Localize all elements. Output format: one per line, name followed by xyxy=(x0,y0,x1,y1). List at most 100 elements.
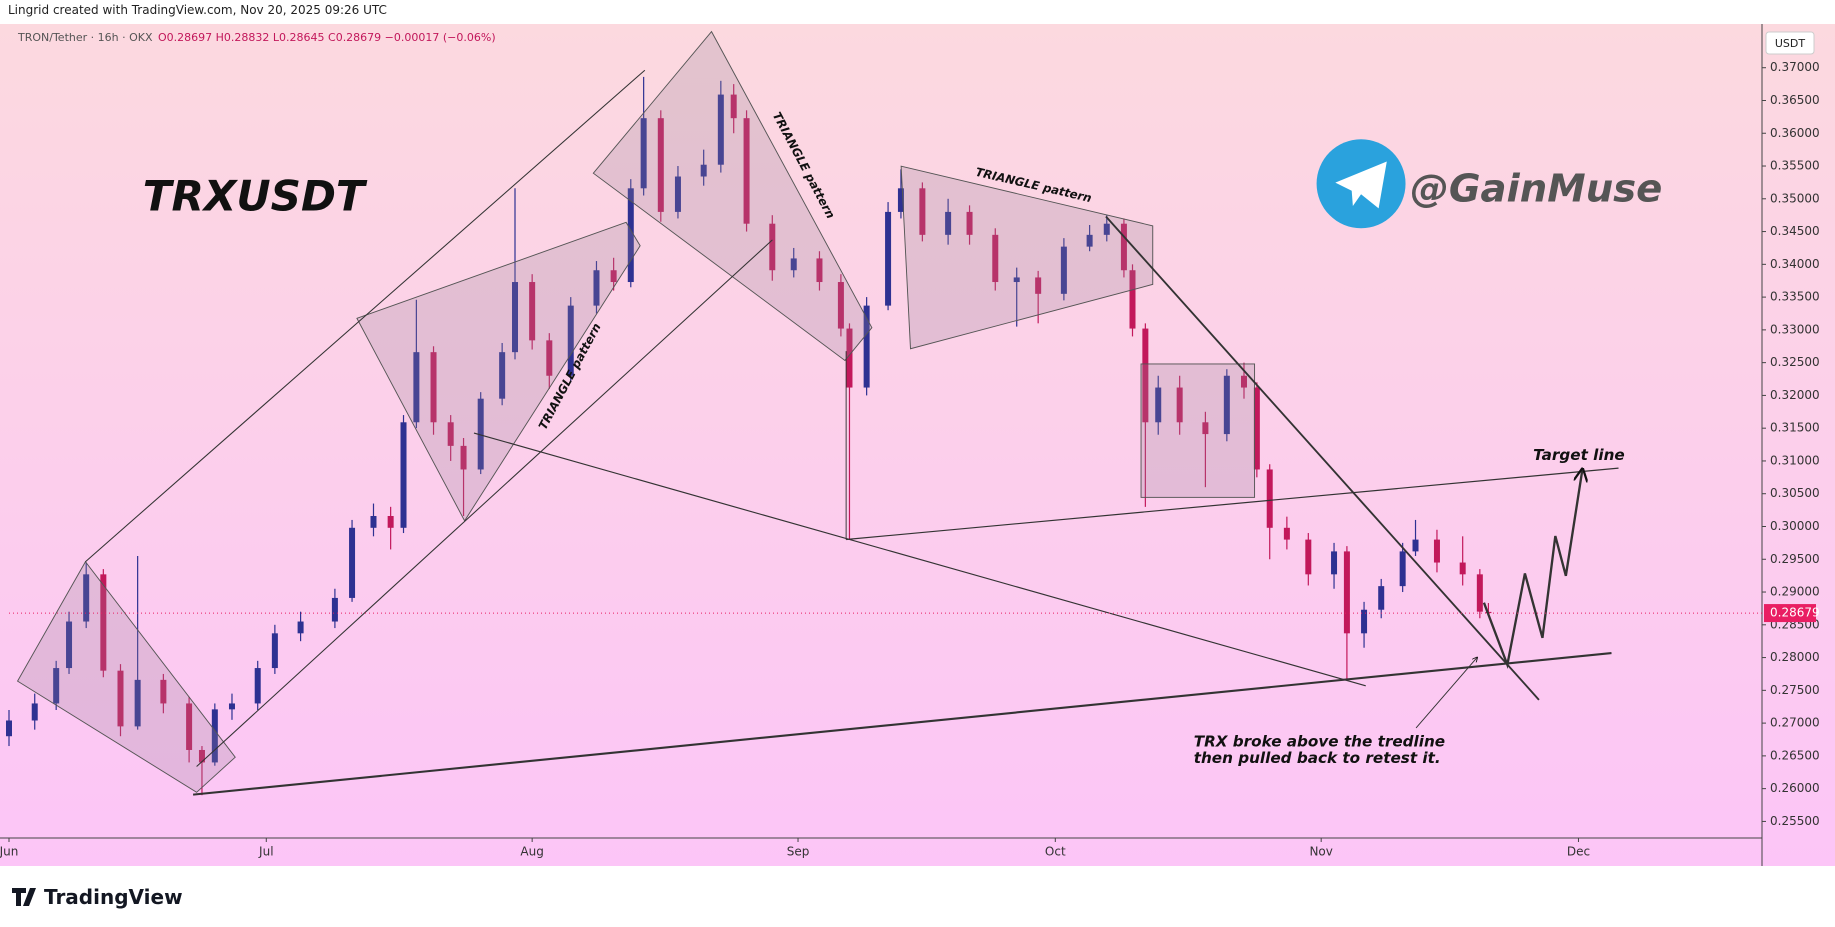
candle-body xyxy=(640,118,647,189)
triangle-3 xyxy=(592,30,873,362)
last-price-label: 0.28679 xyxy=(1770,606,1820,620)
candle-body xyxy=(53,668,60,704)
candle-body xyxy=(769,223,776,271)
candle-body xyxy=(657,118,664,212)
y-tick-label: 0.32500 xyxy=(1770,355,1820,369)
candle-body xyxy=(816,258,823,283)
candle-body xyxy=(66,621,73,669)
y-tick-label: 0.25500 xyxy=(1770,814,1820,828)
annotation: Target line xyxy=(1533,446,1625,464)
candle-body xyxy=(885,211,892,306)
candle-body xyxy=(1223,375,1230,435)
y-tick-label: 0.33000 xyxy=(1770,322,1820,336)
y-tick-label: 0.36000 xyxy=(1770,126,1820,140)
candle-body xyxy=(945,211,952,235)
candle-body xyxy=(134,679,141,727)
candle-body xyxy=(1086,234,1093,247)
candle-body xyxy=(198,749,205,763)
candle-body xyxy=(837,282,844,329)
y-tick-label: 0.32000 xyxy=(1770,388,1820,402)
descending-line xyxy=(1105,215,1540,701)
y-tick-label: 0.34500 xyxy=(1770,224,1820,238)
brand-logo xyxy=(12,888,36,906)
candle-body xyxy=(1283,527,1290,540)
candle-body xyxy=(1378,586,1385,610)
candle-body xyxy=(992,234,999,283)
channel-bottom xyxy=(196,239,773,767)
candle-body xyxy=(1399,551,1406,587)
candle-body xyxy=(254,668,261,704)
candle-body xyxy=(477,398,484,470)
candle-body xyxy=(83,574,90,622)
credit: Lingrid created with TradingView.com, No… xyxy=(8,3,387,17)
candles xyxy=(6,76,1492,796)
candle-body xyxy=(297,621,304,634)
currency-box[interactable] xyxy=(1765,31,1815,55)
candle-body xyxy=(1476,574,1483,612)
title: TRXUSDT xyxy=(143,172,368,221)
candle-body xyxy=(863,305,870,388)
candle-body xyxy=(331,597,338,622)
candle-body xyxy=(1253,387,1260,470)
ohlc: O0.28697 H0.28832 L0.28645 C0.28679 −0.0… xyxy=(158,31,496,44)
annotation: TRX broke above the tredline xyxy=(1194,733,1445,751)
candle-body xyxy=(1266,469,1273,528)
y-tick-label: 0.37000 xyxy=(1770,60,1820,74)
x-tick-label: Sep xyxy=(787,845,810,859)
y-tick-label: 0.35500 xyxy=(1770,159,1820,173)
x-tick-label: Dec xyxy=(1567,845,1590,859)
candle-body xyxy=(730,94,737,119)
candle-body xyxy=(674,176,681,212)
candle-body xyxy=(1142,328,1149,423)
y-tick-label: 0.33500 xyxy=(1770,290,1820,304)
candle-body xyxy=(211,709,218,763)
candle-body xyxy=(610,270,617,283)
candle-body xyxy=(1412,539,1419,552)
candle-body xyxy=(31,703,38,721)
x-tick-label: Aug xyxy=(520,845,543,859)
symbol: TRON/Tether · 16h · OKX xyxy=(17,31,153,44)
candle-body xyxy=(1202,422,1209,435)
chart-background xyxy=(0,24,1835,866)
telegram-plane xyxy=(1335,161,1387,209)
candle-body xyxy=(1176,387,1183,423)
y-tick-label: 0.31500 xyxy=(1770,421,1820,435)
brand: TradingView xyxy=(44,885,183,909)
candle-body xyxy=(1459,562,1466,575)
y-tick-label: 0.26500 xyxy=(1770,748,1820,762)
y-tick-label: 0.30000 xyxy=(1770,519,1820,533)
x-tick-label: Nov xyxy=(1309,845,1332,859)
candle-body xyxy=(790,258,797,271)
candle-body xyxy=(400,422,407,528)
candle-body xyxy=(512,282,519,353)
candle-body xyxy=(271,633,278,669)
triangle-1 xyxy=(16,560,236,793)
candle-body xyxy=(228,703,235,710)
candle-body xyxy=(186,703,193,750)
y-tick-label: 0.28000 xyxy=(1770,650,1820,664)
candle-body xyxy=(460,445,467,470)
arrow xyxy=(1415,658,1477,729)
channel-top xyxy=(85,69,646,563)
candle-body xyxy=(897,188,904,212)
candle-body xyxy=(160,679,167,704)
y-tick-label: 0.29000 xyxy=(1770,585,1820,599)
watermark: @GainMuse xyxy=(1410,166,1662,211)
candle-body xyxy=(1120,223,1127,271)
candle-body xyxy=(1060,246,1067,294)
x-tick-label: Jul xyxy=(258,845,273,859)
support-line xyxy=(192,651,1612,796)
trend-line xyxy=(473,432,1366,687)
candle-body xyxy=(430,352,437,423)
candle-body xyxy=(700,164,707,177)
candle-body xyxy=(1155,387,1162,423)
currency[interactable]: USDT xyxy=(1775,37,1806,50)
candle-body xyxy=(117,670,124,727)
y-tick-label: 0.31000 xyxy=(1770,453,1820,467)
y-tick-label: 0.34000 xyxy=(1770,257,1820,271)
last-price-tag xyxy=(1764,604,1816,623)
candle-body xyxy=(717,94,724,165)
projection-path xyxy=(1482,470,1582,670)
drawings: TRXUSDT @GainMuse TRIANGLE pattern TRIAN… xyxy=(16,30,1662,796)
candle-body xyxy=(593,270,600,306)
